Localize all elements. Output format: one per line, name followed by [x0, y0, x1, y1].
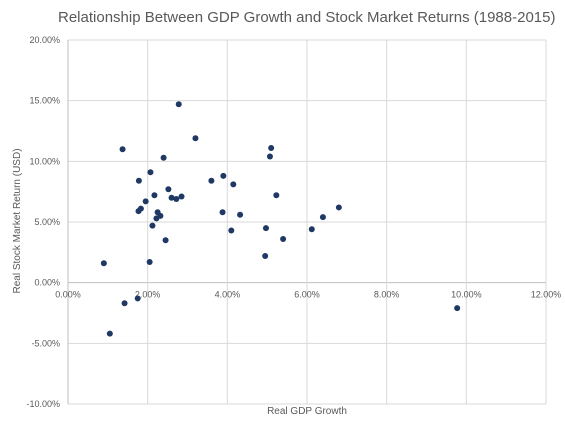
x-tick-label: 12.00%	[531, 290, 562, 300]
gridlines	[67, 39, 547, 405]
data-point	[119, 146, 126, 153]
data-point	[266, 153, 273, 160]
data-point	[160, 154, 167, 161]
data-point	[173, 195, 180, 202]
x-tick-label: 0.00%	[55, 290, 81, 300]
data-point	[106, 330, 113, 337]
data-point	[319, 214, 326, 221]
y-tick-label: 5.00%	[34, 217, 60, 227]
data-point	[146, 259, 153, 266]
data-point	[228, 227, 235, 234]
y-tick-label: 20.00%	[29, 35, 60, 45]
data-point	[273, 192, 280, 199]
data-point	[121, 300, 128, 307]
data-point	[149, 222, 156, 229]
data-point	[100, 260, 107, 267]
data-point	[262, 225, 269, 232]
x-tick-label: 4.00%	[215, 290, 241, 300]
x-tick-label: 10.00%	[451, 290, 482, 300]
x-tick-label: 8.00%	[374, 290, 400, 300]
data-point	[165, 186, 172, 193]
data-point	[142, 198, 149, 205]
data-point	[219, 209, 226, 216]
data-point	[262, 252, 269, 259]
data-point	[147, 169, 154, 176]
data-point	[454, 305, 461, 312]
chart-title: Relationship Between GDP Growth and Stoc…	[58, 9, 555, 26]
data-point	[137, 205, 144, 212]
data-point	[178, 193, 185, 200]
y-tick-label: -5.00%	[31, 338, 60, 348]
x-tick-label: 2.00%	[135, 290, 161, 300]
data-point	[237, 211, 244, 218]
x-axis-label: Real GDP Growth	[267, 406, 347, 417]
y-axis-label: Real Stock Market Return (USD)	[12, 148, 23, 293]
data-points	[100, 101, 461, 337]
data-point	[230, 181, 237, 188]
y-tick-label: 0.00%	[34, 278, 60, 288]
data-point	[192, 135, 199, 142]
x-tick-label: 6.00%	[294, 290, 320, 300]
data-point	[162, 237, 169, 244]
data-point	[134, 295, 141, 302]
x-axis-tick-labels: 0.00% 2.00% 4.00% 6.00% 8.00% 10.00% 12.00%	[55, 290, 561, 300]
y-tick-label: 15.00%	[29, 96, 60, 106]
data-point	[168, 194, 175, 201]
data-point	[308, 226, 315, 233]
y-tick-label: -10.00%	[26, 399, 60, 409]
data-point	[335, 204, 342, 211]
data-point	[151, 192, 158, 199]
data-point	[135, 177, 142, 184]
data-point	[175, 101, 182, 108]
data-point	[280, 235, 287, 242]
y-axis-tick-labels: -10.00% -5.00% 0.00% 5.00% 10.00% 15.00% 20.00…	[26, 35, 60, 409]
data-point	[220, 172, 227, 179]
data-point	[268, 144, 275, 151]
data-point	[208, 177, 215, 184]
y-tick-label: 10.00%	[29, 156, 60, 166]
data-point	[157, 212, 164, 219]
